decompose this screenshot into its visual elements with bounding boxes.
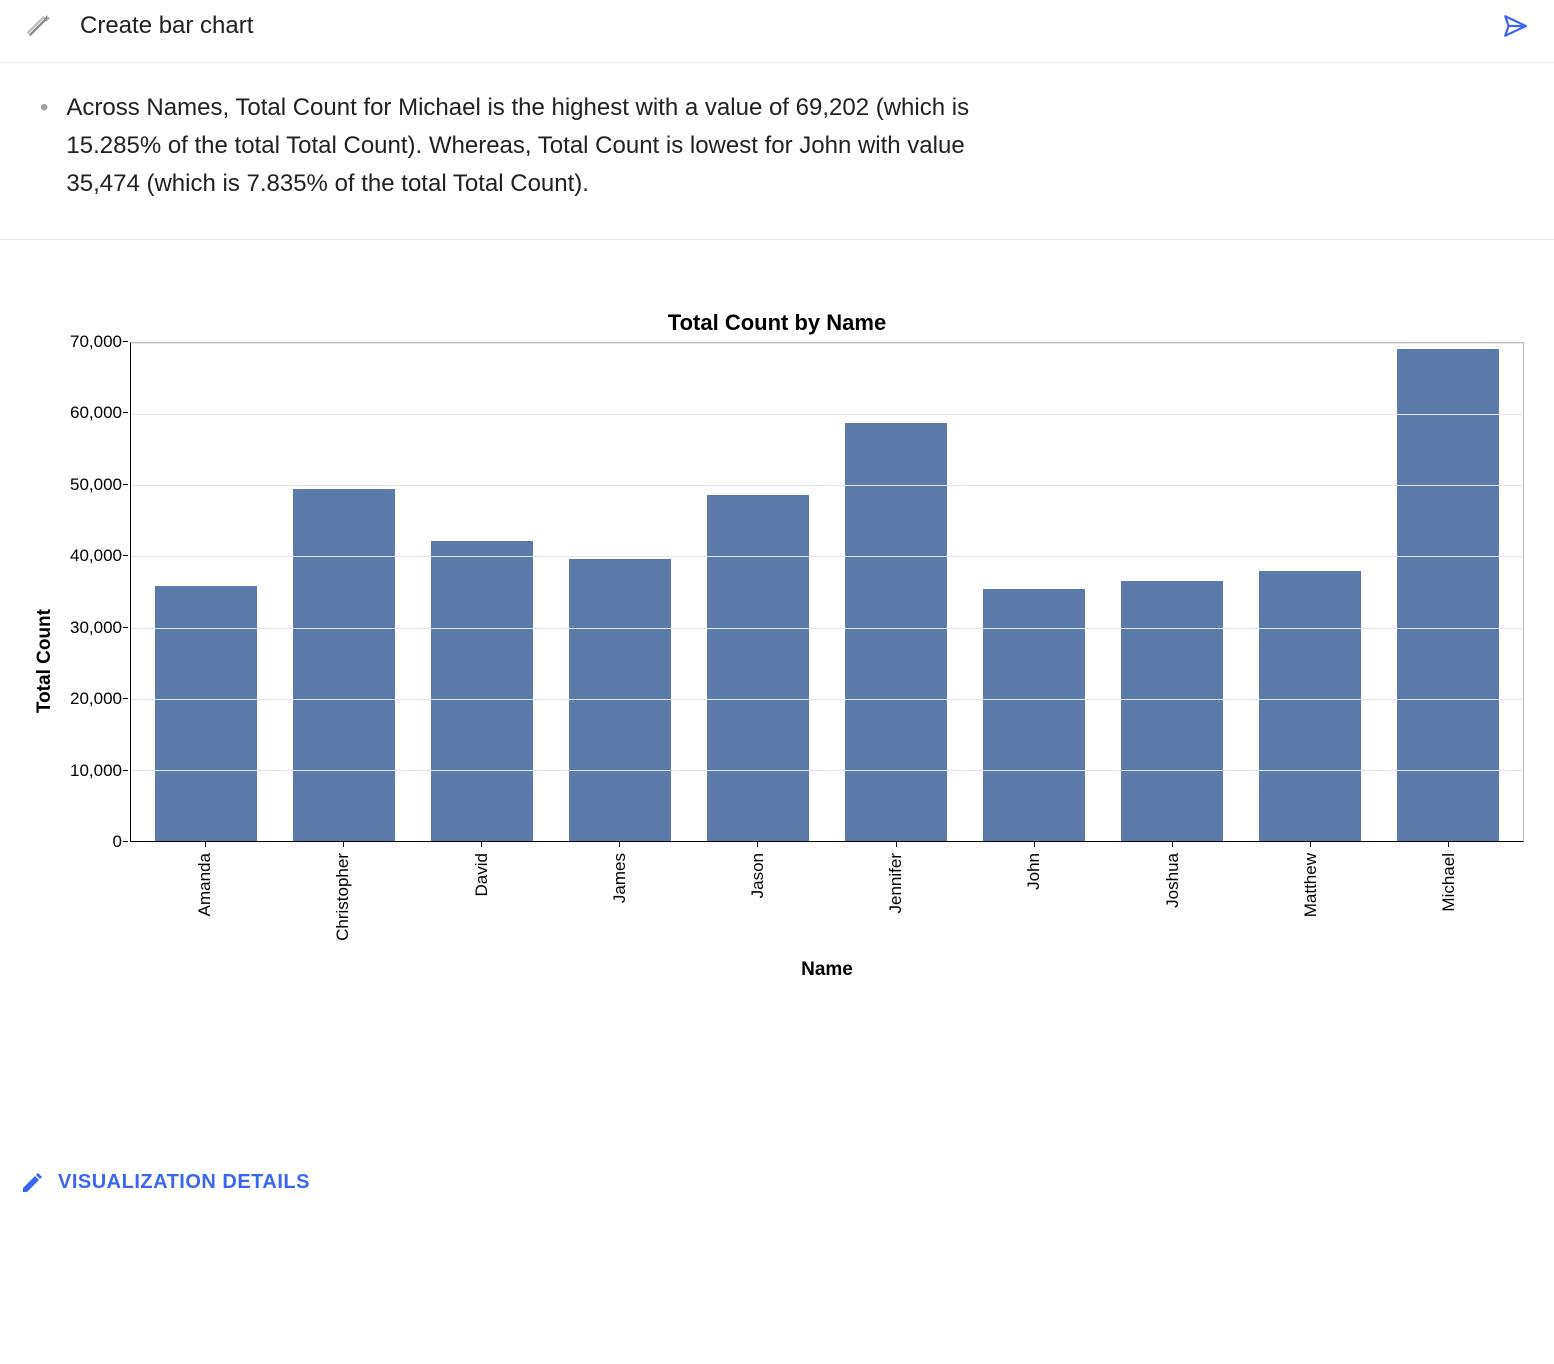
x-tick-label: Michael bbox=[1439, 853, 1459, 912]
gridline bbox=[131, 699, 1523, 700]
gridline bbox=[131, 485, 1523, 486]
bar-slot bbox=[689, 343, 827, 841]
x-tick-label: Amanda bbox=[195, 853, 215, 916]
x-axis-label: Name bbox=[130, 959, 1524, 981]
magic-wand-icon bbox=[26, 13, 52, 39]
send-icon[interactable] bbox=[1502, 13, 1528, 39]
header-left: Create bar chart bbox=[26, 12, 253, 40]
plot-area bbox=[130, 342, 1524, 842]
bullet-icon: • bbox=[40, 93, 48, 123]
x-tick: James bbox=[551, 842, 689, 941]
plot-wrap: Amanda Christopher David James Jason Jennifer… bbox=[130, 342, 1524, 981]
bar[interactable] bbox=[983, 589, 1085, 841]
x-tick-label: James bbox=[610, 853, 630, 903]
insight-text: Across Names, Total Count for Michael is… bbox=[66, 89, 1026, 203]
x-tick: Jason bbox=[689, 842, 827, 941]
insight-block: • Across Names, Total Count for Michael … bbox=[0, 63, 1554, 240]
x-tick-mark bbox=[481, 842, 482, 847]
bar[interactable] bbox=[1397, 349, 1499, 841]
bar[interactable] bbox=[707, 495, 809, 841]
visualization-details-label: VISUALIZATION DETAILS bbox=[58, 1171, 310, 1194]
bar-slot bbox=[551, 343, 689, 841]
bar[interactable] bbox=[155, 586, 257, 841]
x-tick-label: Jason bbox=[748, 853, 768, 898]
insight-row: • Across Names, Total Count for Michael … bbox=[40, 89, 1514, 203]
bar-slot bbox=[965, 343, 1103, 841]
y-axis-label: Total Count bbox=[30, 609, 60, 713]
x-tick-mark bbox=[343, 842, 344, 847]
x-tick-label: John bbox=[1024, 853, 1044, 890]
x-tick: Christopher bbox=[274, 842, 412, 941]
x-tick-mark bbox=[1034, 842, 1035, 847]
bar[interactable] bbox=[431, 541, 533, 841]
x-tick: Joshua bbox=[1103, 842, 1241, 941]
gridline bbox=[131, 770, 1523, 771]
bar[interactable] bbox=[569, 559, 671, 841]
x-tick-mark bbox=[205, 842, 206, 847]
bar-slot bbox=[275, 343, 413, 841]
gridline bbox=[131, 343, 1523, 344]
x-tick-mark bbox=[896, 842, 897, 847]
gridline bbox=[131, 414, 1523, 415]
x-tick: John bbox=[965, 842, 1103, 941]
x-tick: David bbox=[412, 842, 550, 941]
chart-outer: Total Count 70,00060,00050,00040,00030,0… bbox=[30, 342, 1524, 981]
bar-slot bbox=[1379, 343, 1517, 841]
y-axis-ticks: 70,00060,00050,00040,00030,00020,00010,0… bbox=[60, 342, 130, 842]
pencil-icon bbox=[20, 1171, 44, 1195]
x-tick: Amanda bbox=[136, 842, 274, 941]
bar-slot bbox=[413, 343, 551, 841]
x-tick: Michael bbox=[1380, 842, 1518, 941]
chart-title: Total Count by Name bbox=[30, 310, 1524, 336]
bar-slot bbox=[1103, 343, 1241, 841]
bar-slot bbox=[137, 343, 275, 841]
x-tick-mark bbox=[619, 842, 620, 847]
gridline bbox=[131, 556, 1523, 557]
x-tick-mark bbox=[1310, 842, 1311, 847]
x-tick-mark bbox=[1448, 842, 1449, 847]
x-tick-label: Joshua bbox=[1163, 853, 1183, 908]
x-tick-label: Matthew bbox=[1301, 853, 1321, 917]
visualization-details-button[interactable]: VISUALIZATION DETAILS bbox=[0, 1161, 1554, 1225]
x-tick-label: Jennifer bbox=[886, 853, 906, 913]
x-tick-mark bbox=[1172, 842, 1173, 847]
bar-slot bbox=[1241, 343, 1379, 841]
x-axis-ticks: Amanda Christopher David James Jason Jennifer… bbox=[130, 842, 1524, 941]
x-tick-label: Christopher bbox=[333, 853, 353, 941]
bar[interactable] bbox=[1259, 571, 1361, 841]
gridline bbox=[131, 628, 1523, 629]
x-tick-mark bbox=[757, 842, 758, 847]
x-tick-label: David bbox=[472, 853, 492, 896]
x-tick: Jennifer bbox=[827, 842, 965, 941]
header: Create bar chart bbox=[0, 0, 1554, 63]
bar-slot bbox=[827, 343, 965, 841]
bar[interactable] bbox=[293, 489, 395, 841]
chart-section: Total Count by Name Total Count 70,00060… bbox=[0, 240, 1554, 1001]
bar[interactable] bbox=[1121, 581, 1223, 841]
x-tick: Matthew bbox=[1242, 842, 1380, 941]
bars-container bbox=[131, 343, 1523, 841]
header-title: Create bar chart bbox=[80, 12, 253, 40]
